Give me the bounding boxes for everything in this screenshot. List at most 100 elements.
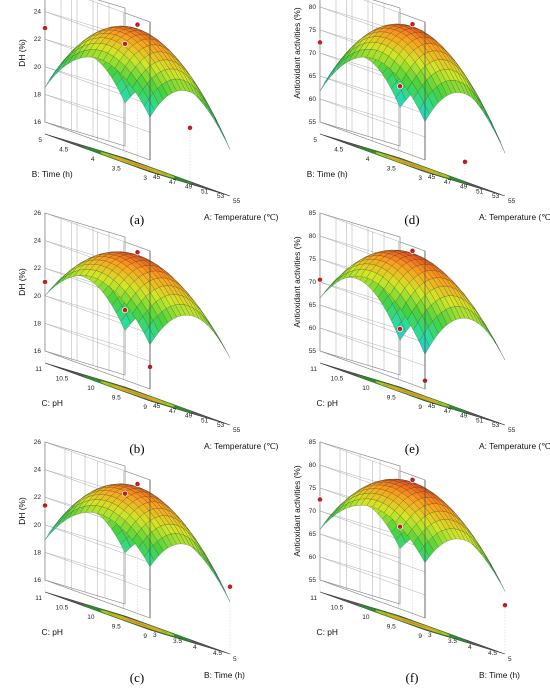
z-tick-label: 26	[34, 439, 42, 446]
y-axis-label: B: Time (h)	[307, 169, 348, 179]
y-tick-label: 10.5	[56, 605, 69, 612]
x-tick-label: 49	[185, 184, 193, 191]
y-tick-label: 9	[418, 404, 422, 411]
panel-caption: (c)	[130, 670, 144, 685]
y-axis-label: C: pH	[317, 627, 338, 637]
panel-f: 85 80 75 70 65 60 55 Antioxidant activities (%)…	[292, 439, 520, 685]
surface-cell	[419, 333, 430, 355]
y-axis-label: C: pH	[317, 398, 338, 408]
x-tick-label: 51	[201, 188, 209, 195]
z-tick-label: 80	[309, 233, 317, 240]
x-tick-label: 49	[185, 413, 193, 420]
y-tick-label: 3	[143, 175, 147, 182]
panel-c: 26 24 22 20 18 16 DH (%) 3 3.5 4 4.5 5 B: Time (h) 9 9…	[17, 439, 245, 685]
z-tick-label: 16	[34, 119, 42, 126]
z-axis-label: Antioxidant activities (%)	[292, 7, 302, 98]
y-tick-label: 10.5	[56, 376, 69, 383]
y-tick-label: 5	[313, 137, 317, 144]
panel-caption: (e)	[405, 441, 419, 456]
x-tick-label: 49	[460, 413, 468, 420]
x-tick-label: 4	[468, 644, 472, 651]
z-tick-label: 16	[34, 577, 42, 584]
z-tick-label: 55	[309, 348, 317, 355]
x-tick-label: 51	[201, 417, 209, 424]
z-tick-label: 16	[34, 348, 42, 355]
panel-d: 85 80 75 70 65 60 55 Antioxidant activities (%)…	[292, 0, 550, 227]
x-tick-label: 4.5	[213, 650, 222, 657]
x-tick-label: 4	[193, 644, 197, 651]
surface-cell	[144, 99, 155, 118]
z-tick-label: 85	[309, 210, 317, 217]
x-tick-label: 45	[153, 403, 161, 410]
z-tick-label: 70	[309, 50, 317, 57]
contour-line	[386, 614, 439, 632]
surface-cell	[144, 550, 155, 568]
x-tick-label: 45	[153, 174, 161, 181]
x-tick-label: 5	[508, 656, 512, 663]
z-tick-label: 75	[309, 27, 317, 34]
y-tick-label: 11	[35, 366, 42, 373]
z-axis-label: Antioxidant activities (%)	[292, 236, 302, 327]
x-tick-label: 55	[233, 198, 241, 205]
y-tick-label: 9.5	[387, 624, 396, 631]
design-point	[409, 476, 416, 483]
response-surface-d	[319, 23, 506, 154]
y-tick-label: 4.5	[334, 147, 343, 154]
z-tick-label: 24	[34, 9, 42, 16]
z-tick-label: 60	[309, 554, 317, 561]
y-axis-label: C: pH	[42, 627, 63, 637]
response-surface-e	[319, 249, 506, 361]
z-tick-label: 85	[309, 439, 317, 446]
x-tick-label: 55	[508, 198, 516, 205]
surface-cell	[476, 96, 488, 117]
surface-cell	[201, 314, 213, 331]
z-tick-label: 60	[309, 325, 317, 332]
z-tick-label: 55	[309, 577, 317, 584]
y-tick-label: 4	[366, 156, 370, 163]
x-tick-label: 55	[508, 427, 516, 434]
x-tick-label: 3.5	[173, 638, 182, 645]
z-tick-label: 65	[309, 531, 317, 538]
y-tick-label: 9	[143, 404, 147, 411]
z-tick-label: 18	[34, 320, 42, 327]
contour-line	[111, 156, 164, 174]
x-tick-label: 4.5	[488, 650, 497, 657]
x-tick-label: 53	[492, 193, 500, 200]
surface-cell	[488, 561, 500, 581]
x-axis-label: A: Temperature (℃)	[479, 441, 550, 451]
z-tick-label: 26	[34, 210, 42, 217]
y-tick-label: 3	[418, 175, 422, 182]
x-tick-label: 3	[428, 632, 432, 639]
x-axis-label: A: Temperature (℃)	[479, 212, 550, 222]
x-tick-label: 47	[169, 179, 177, 186]
y-tick-label: 3.5	[112, 166, 121, 173]
z-axis-label: DH (%)	[17, 268, 27, 296]
panel-e: 85 80 75 70 65 60 55 Antioxidant activities (%)…	[292, 210, 550, 456]
y-tick-label: 5	[38, 137, 42, 144]
design-point	[502, 602, 508, 609]
panel-caption: (a)	[130, 212, 144, 227]
surface-cell	[144, 326, 155, 346]
x-tick-label: 49	[460, 184, 468, 191]
x-tick-label: 47	[169, 408, 177, 415]
response-surface-b	[44, 251, 231, 358]
y-axis-label: C: pH	[42, 398, 63, 408]
z-tick-label: 22	[34, 494, 42, 501]
y-tick-label: 4.5	[59, 147, 68, 154]
y-tick-label: 10.5	[331, 605, 344, 612]
y-tick-label: 9.5	[112, 624, 121, 631]
z-tick-label: 22	[34, 265, 42, 272]
panel-caption: (b)	[129, 441, 144, 456]
y-tick-label: 10	[87, 385, 95, 392]
surface-cell	[472, 91, 483, 110]
y-tick-label: 11	[310, 595, 317, 602]
x-axis-label: A: Temperature (℃)	[204, 441, 279, 451]
surface-cell	[213, 570, 225, 591]
y-tick-label: 10	[87, 614, 95, 621]
z-tick-label: 65	[309, 302, 317, 309]
surface-cell	[206, 319, 217, 336]
z-tick-label: 80	[309, 462, 317, 469]
z-axis-label: Antioxidant activities (%)	[292, 465, 302, 556]
